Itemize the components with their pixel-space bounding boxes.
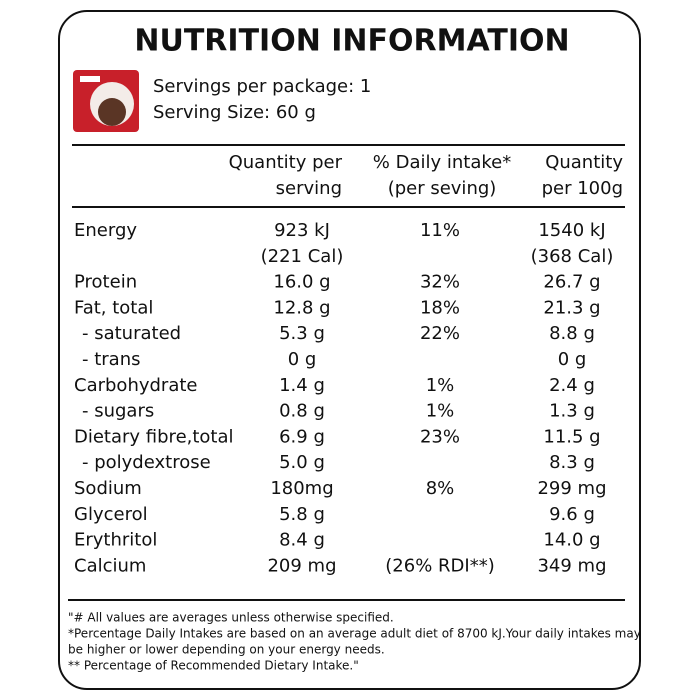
per-100g: 299 mg xyxy=(537,478,606,499)
nutrient-name: Dietary fibre,total xyxy=(74,426,234,447)
per-serving: 0 g xyxy=(288,349,317,370)
per-serving: 8.4 g xyxy=(279,530,325,551)
nutrient-name: - sugars xyxy=(82,401,154,422)
per-serving: 180mg xyxy=(270,478,333,499)
per-serving: 6.9 g xyxy=(279,426,325,447)
label-border xyxy=(58,10,641,690)
servings-per-package: Servings per package: 1 xyxy=(153,76,371,97)
per-serving: 1.4 g xyxy=(279,375,325,396)
per-serving: (221 Cal) xyxy=(261,246,344,267)
per-100g: 1.3 g xyxy=(549,401,595,422)
nutrient-name: Energy xyxy=(74,220,137,241)
per-100g: 14.0 g xyxy=(543,530,600,551)
per-100g: (368 Cal) xyxy=(531,246,614,267)
per-100g: 2.4 g xyxy=(549,375,595,396)
column-header: serving xyxy=(276,178,342,199)
per-serving: 0.8 g xyxy=(279,401,325,422)
footnote: "# All values are averages unless otherw… xyxy=(68,611,394,625)
nutrient-name: Protein xyxy=(74,272,137,293)
per-serving: 5.0 g xyxy=(279,452,325,473)
column-header: per 100g xyxy=(542,178,623,199)
column-header: (per seving) xyxy=(388,178,497,199)
nutrient-name: - saturated xyxy=(82,323,181,344)
per-100g: 349 mg xyxy=(537,555,606,576)
nutrient-name: Glycerol xyxy=(74,504,148,525)
per-100g: 26.7 g xyxy=(543,272,600,293)
per-100g: 0 g xyxy=(558,349,587,370)
per-serving: 5.3 g xyxy=(279,323,325,344)
daily-intake: 1% xyxy=(426,401,455,422)
nutrient-name: Calcium xyxy=(74,555,146,576)
per-100g: 9.6 g xyxy=(549,504,595,525)
footnote: *Percentage Daily Intakes are based on a… xyxy=(68,627,641,641)
per-100g: 8.8 g xyxy=(549,323,595,344)
daily-intake: 18% xyxy=(420,297,460,318)
daily-intake: 22% xyxy=(420,323,460,344)
footnote: ** Percentage of Recommended Dietary Int… xyxy=(68,659,359,673)
nutrient-name: Fat, total xyxy=(74,297,153,318)
daily-intake: 11% xyxy=(420,220,460,241)
title: NUTRITION INFORMATION xyxy=(134,24,569,59)
daily-intake: 1% xyxy=(426,375,455,396)
column-header: % Daily intake* xyxy=(373,152,511,173)
daily-intake: (26% RDI**) xyxy=(385,555,494,576)
nutrient-name: Carbohydrate xyxy=(74,375,198,396)
per-100g: 1540 kJ xyxy=(538,220,605,241)
nutrient-name: Sodium xyxy=(74,478,142,499)
nutrient-name: Erythritol xyxy=(74,530,157,551)
per-serving: 209 mg xyxy=(267,555,336,576)
per-serving: 12.8 g xyxy=(273,297,330,318)
daily-intake: 23% xyxy=(420,426,460,447)
daily-intake: 8% xyxy=(426,478,455,499)
footnote: be higher or lower depending on your ene… xyxy=(68,643,385,657)
per-serving: 5.8 g xyxy=(279,504,325,525)
per-serving: 923 kJ xyxy=(274,220,330,241)
nutrient-name: - polydextrose xyxy=(82,452,211,473)
per-100g: 11.5 g xyxy=(543,426,600,447)
serving-size: Serving Size: 60 g xyxy=(153,102,316,123)
daily-intake: 32% xyxy=(420,272,460,293)
nutrient-name: - trans xyxy=(82,349,141,370)
per-100g: 8.3 g xyxy=(549,452,595,473)
column-header: Quantity per xyxy=(229,152,343,173)
product-image xyxy=(73,70,139,132)
per-serving: 16.0 g xyxy=(273,272,330,293)
per-100g: 21.3 g xyxy=(543,297,600,318)
column-header: Quantity xyxy=(545,152,623,173)
